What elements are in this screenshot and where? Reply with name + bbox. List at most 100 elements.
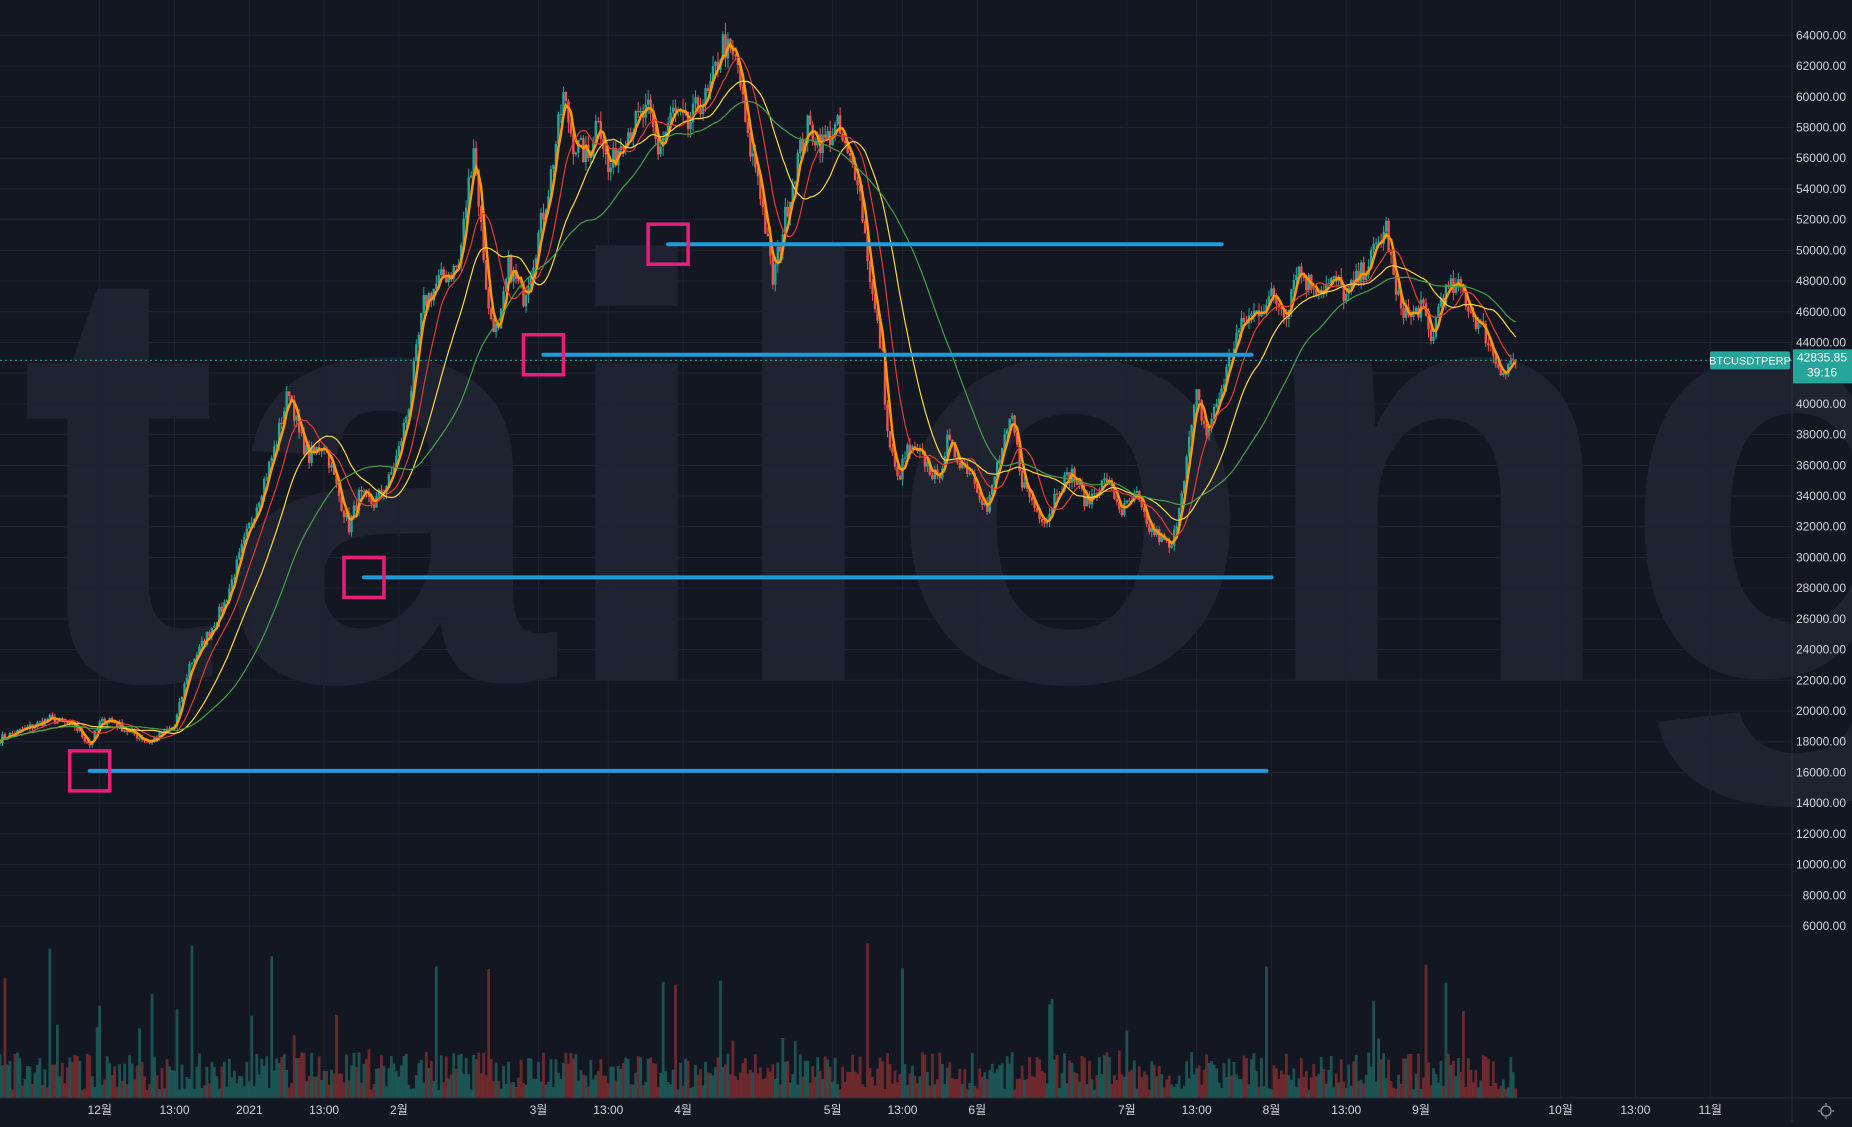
candle-body [430, 293, 433, 301]
volume-bar [375, 1068, 378, 1098]
volume-bar [1389, 1081, 1393, 1098]
volume-bar [472, 1054, 476, 1098]
volume-bar [1501, 1079, 1505, 1098]
candle-body [0, 742, 2, 744]
price-axis[interactable]: 64000.00 62000.00 60000.00 58000.00 56000.00… [1796, 28, 1846, 933]
volume-bar [265, 1056, 269, 1098]
candle-body [452, 265, 455, 279]
volume-bar [639, 1057, 643, 1098]
volume-bar [581, 1074, 585, 1098]
candle-body [814, 141, 817, 146]
volume-bar [1324, 1083, 1328, 1098]
volume-bar [315, 1076, 319, 1098]
volume-bar [185, 1077, 189, 1098]
candle-body [390, 472, 393, 475]
volume-bar [1464, 1087, 1468, 1098]
volume-bar [1267, 1088, 1271, 1098]
volume-bar [923, 1054, 927, 1098]
candle-body [1173, 529, 1176, 546]
volume-bar [778, 1084, 782, 1098]
volume-bar [761, 1078, 765, 1098]
volume-bar [23, 1079, 27, 1098]
candle-body [512, 270, 515, 282]
candle-body [1197, 389, 1201, 401]
volume-bar [100, 1084, 104, 1098]
candle-body [1035, 508, 1039, 512]
volume-bar [175, 1009, 179, 1098]
volume-bar [1030, 1075, 1034, 1098]
candle-body [1120, 509, 1124, 516]
volume-bar [960, 1083, 964, 1098]
volume-bar [1122, 1076, 1126, 1098]
candle-body [841, 133, 844, 141]
candle-body [704, 88, 707, 105]
volume-bar [681, 1085, 685, 1098]
candle-body [594, 120, 598, 143]
candle-body [1222, 384, 1226, 389]
volume-bar [357, 1052, 361, 1098]
volume-bar [1197, 1065, 1201, 1098]
volume-bar [634, 1072, 638, 1098]
candle-body [1384, 220, 1388, 232]
candle-body [210, 627, 214, 637]
candle-body [357, 490, 361, 511]
candle-body [1352, 280, 1355, 284]
candle-body [637, 110, 640, 113]
candle-body [1182, 480, 1186, 494]
volume-bar [1317, 1073, 1321, 1098]
candle-body [1140, 498, 1143, 508]
candle-body [487, 289, 490, 309]
volume-bar [534, 1078, 538, 1098]
volume-bar [200, 1088, 204, 1098]
candle-body [831, 137, 834, 146]
volume-bar [489, 1058, 493, 1098]
candle-body [1250, 314, 1253, 316]
volume-bar [1514, 1088, 1518, 1098]
volume-bar [13, 1053, 17, 1098]
candle-body [908, 444, 912, 453]
candle-body [135, 734, 139, 739]
volume-bar [1070, 1062, 1074, 1098]
volume-bar [1120, 1074, 1124, 1098]
candle-body [397, 445, 401, 456]
volume-bar [517, 1077, 520, 1098]
volume-bar [1394, 1088, 1398, 1098]
volume-bar [98, 1005, 102, 1098]
symbol-badge[interactable]: BTCUSDTPERP [1709, 351, 1791, 370]
time-tick-label: 10월 [1548, 1103, 1572, 1117]
price-tick-label: 8000.00 [1803, 888, 1847, 902]
candle-body [801, 140, 804, 152]
volume-bar [447, 1078, 451, 1098]
candle-body [255, 507, 258, 519]
candle-body [1160, 534, 1163, 542]
candle-body [415, 344, 418, 362]
volume-bar [1412, 1089, 1415, 1098]
volume-bar [1073, 1072, 1076, 1098]
volume-bar [1332, 1087, 1336, 1098]
volume-bar [502, 1066, 505, 1098]
candle-body [1143, 507, 1146, 513]
volume-bar [704, 1061, 707, 1098]
volume-bar [1407, 1054, 1410, 1098]
candle-body [1404, 306, 1408, 318]
time-axis[interactable]: 12월 13:00 2021 13:00 2월 3월 13:00 4월 5월 13:00 6월 7월 1… [88, 1103, 1722, 1117]
volume-bar [193, 1088, 196, 1098]
candle-body [886, 404, 889, 432]
moving-average-line [0, 80, 1517, 744]
settings-icon[interactable] [1818, 1103, 1834, 1119]
volume-bar [958, 1068, 962, 1098]
volume-bar [1023, 1079, 1027, 1098]
volume-bar [833, 1057, 837, 1098]
volume-bar [1013, 1089, 1017, 1098]
candle-body [238, 552, 241, 560]
candle-body [888, 431, 892, 448]
volume-bar [856, 1073, 859, 1098]
volume-bar [846, 1071, 850, 1098]
volume-bar [90, 1076, 94, 1098]
candle-body [771, 255, 775, 285]
volume-bar [497, 1080, 500, 1098]
candle-body [1115, 498, 1119, 502]
volume-bar [916, 1083, 919, 1098]
